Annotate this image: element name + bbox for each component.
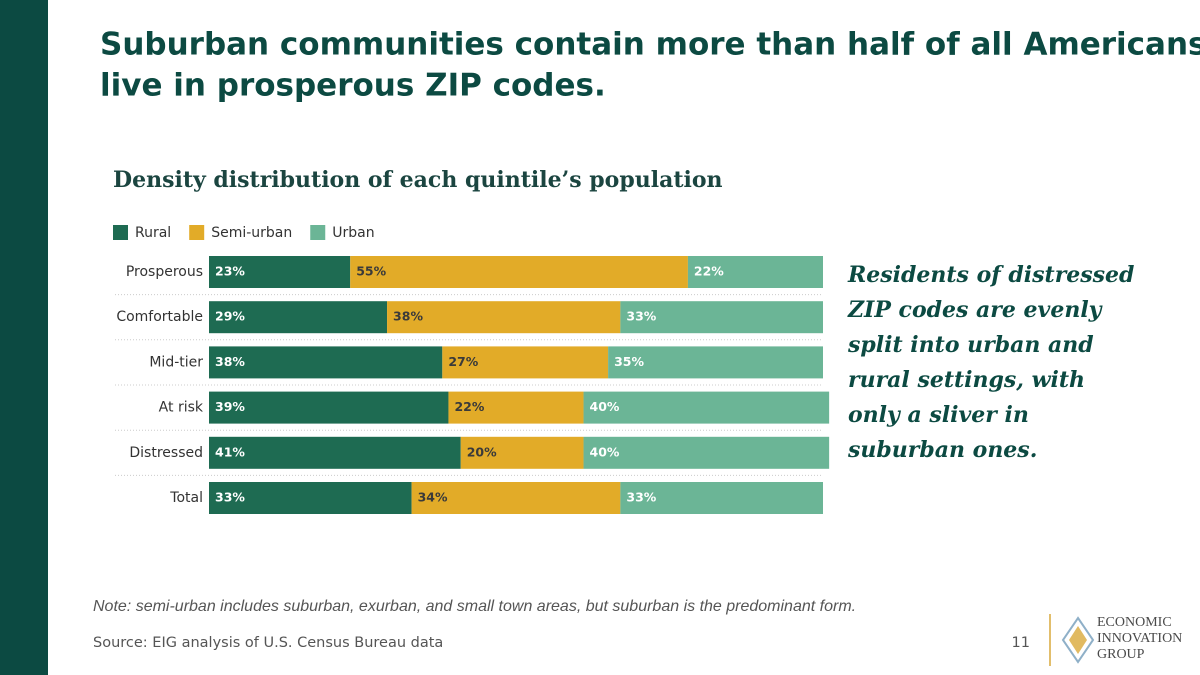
value-label: 33% [626,309,656,324]
value-label: 33% [626,490,656,505]
logo-text: ECONOMIC [1097,615,1172,630]
value-label: 40% [590,444,620,459]
bar-segment [687,256,823,288]
value-label: 35% [614,354,644,369]
category-label: At risk [159,400,204,416]
value-label: 38% [393,309,423,324]
category-label: Comfortable [116,309,203,325]
bar-segment [583,391,830,424]
value-label: 39% [215,399,245,414]
annotation-line: only a sliver in [848,402,1029,428]
bar-segment [411,482,621,514]
category-label: Total [169,490,203,506]
value-label: 34% [418,490,448,505]
category-label: Mid-tier [149,354,203,370]
legend-label: Urban [332,225,374,241]
value-label: 23% [215,264,245,279]
category-label: Prosperous [126,264,203,280]
category-label: Distressed [129,445,203,461]
bar-segment [209,436,461,469]
annotation-line: rural settings, with [848,367,1085,393]
legend-swatch [189,225,205,240]
side-band [0,0,48,675]
legend-swatch [113,225,128,240]
title-line: live in prosperous ZIP codes. [100,68,606,104]
bar-segment [620,482,823,514]
bar-segment [209,346,443,379]
value-label: 40% [590,399,620,414]
bar-segment [350,256,688,288]
value-label: 38% [215,354,245,369]
annotation-line: split into urban and [847,332,1094,358]
legend-label: Rural [135,225,171,241]
bar-segment [620,301,823,334]
bar-segment [209,482,412,514]
page-number: 11 [1012,635,1030,651]
value-label: 20% [467,444,497,459]
logo-icon [1061,616,1095,664]
logo-text: GROUP [1097,647,1145,662]
title-line: Suburban communities contain more than h… [100,27,1200,63]
bar-segment [209,256,351,288]
legend-label: Semi-urban [211,225,292,241]
note: Note: semi-urban includes suburban, exur… [93,598,856,615]
value-label: 41% [215,444,245,459]
value-label: 27% [448,354,478,369]
annotation-line: Residents of distressed [847,262,1134,288]
value-label: 55% [356,264,386,279]
bar-segment [583,436,830,469]
value-label: 33% [215,490,245,505]
bar-segment [209,301,388,334]
bar-segment [209,391,449,424]
bar-segment [460,436,584,469]
logo-text: INNOVATION [1097,631,1182,646]
legend-swatch [310,225,326,240]
source: Source: EIG analysis of U.S. Census Bure… [93,635,443,651]
value-label: 22% [694,264,724,279]
chart-subtitle: Density distribution of each quintile’s … [113,167,723,193]
bar-segment [448,391,584,424]
value-label: 22% [454,399,484,414]
bar-segment [608,346,823,379]
bar-segment [442,346,609,379]
annotation-line: ZIP codes are evenly [847,297,1104,323]
annotation-line: suburban ones. [847,437,1037,463]
value-label: 29% [215,309,245,324]
bar-segment [387,301,621,334]
